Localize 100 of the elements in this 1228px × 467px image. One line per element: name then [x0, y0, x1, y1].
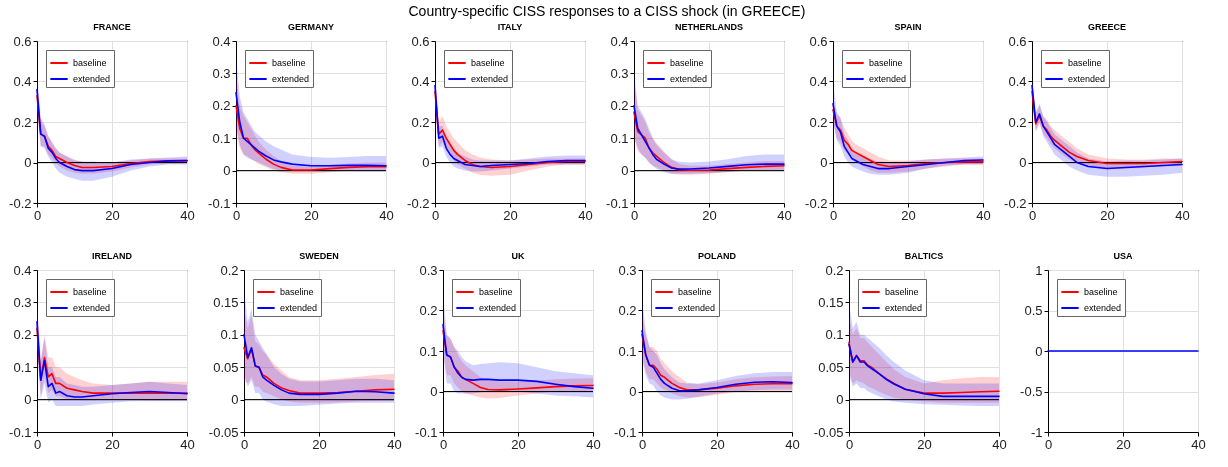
- y-tick-label: -0.2: [9, 195, 32, 211]
- y-tick-label: -0.1: [415, 424, 438, 440]
- y-tick-label: 0.3: [419, 262, 438, 278]
- x-tick-label: 40: [586, 436, 601, 452]
- y-tick-label: 0.15: [213, 294, 239, 310]
- y-tick-label: 0.2: [220, 262, 239, 278]
- x-tick-label: 40: [180, 436, 195, 452]
- y-tick-label: 0.1: [212, 130, 231, 146]
- y-tick-label: 0.2: [13, 114, 32, 130]
- y-tick-label: 0.6: [1008, 33, 1027, 49]
- legend-label: extended: [73, 74, 111, 84]
- text: Country-specific CISS responses to a CISS shock (in GREECE): [408, 2, 806, 19]
- y-tick-label: 0: [430, 384, 438, 399]
- y-tick-label: -0.05: [813, 424, 844, 440]
- y-tick-label: 0.2: [13, 327, 32, 343]
- legend-label: baseline: [479, 287, 513, 297]
- x-tick-label: 20: [312, 436, 327, 452]
- legend-label: baseline: [1068, 58, 1102, 68]
- y-tick-label: 0.2: [1008, 114, 1027, 130]
- y-tick-label: 0: [629, 384, 637, 399]
- y-tick-label: 0: [231, 392, 239, 408]
- x-tick-label: 40: [1175, 207, 1190, 223]
- y-tick-label: 0.4: [809, 74, 828, 89]
- y-tick-label: 0: [820, 155, 828, 170]
- x-tick-label: 40: [387, 436, 402, 452]
- x-tick-label: 20: [917, 436, 932, 452]
- y-tick-label: -0.2: [805, 195, 828, 211]
- legend-label: extended: [479, 303, 517, 313]
- legend-label: extended: [280, 303, 318, 313]
- x-tick-label: 20: [503, 207, 518, 223]
- legend-label: baseline: [1084, 287, 1118, 297]
- x-tick-label: 20: [702, 207, 717, 223]
- legend-label: extended: [272, 74, 310, 84]
- x-tick-label: 40: [1191, 436, 1206, 452]
- x-tick-label: 20: [105, 436, 120, 452]
- y-tick-label: 0.2: [618, 303, 637, 318]
- x-tick-label: 20: [1116, 436, 1131, 452]
- y-tick-label: 0.6: [411, 33, 430, 49]
- legend-label: baseline: [670, 58, 704, 68]
- legend-label: baseline: [678, 287, 712, 297]
- chart-title: BALTICS: [904, 251, 944, 261]
- legend-label: baseline: [272, 58, 306, 68]
- legend-label: baseline: [869, 58, 903, 68]
- y-tick-label: 0.3: [610, 65, 629, 81]
- x-tick-label: 20: [105, 207, 120, 223]
- legend-label: baseline: [280, 287, 314, 297]
- x-tick-label: 0: [240, 436, 249, 452]
- y-tick-label: -1: [1030, 424, 1043, 440]
- chart-title: GREECE: [1087, 22, 1127, 32]
- chart-title: USA: [1113, 251, 1133, 261]
- x-tick-label: 40: [992, 436, 1007, 452]
- y-tick-label: 0.2: [809, 114, 828, 130]
- y-tick-label: 0.6: [13, 33, 32, 49]
- y-tick-label: 0.4: [212, 33, 231, 49]
- y-tick-label: 0.05: [213, 359, 239, 375]
- chart-title: NETHERLANDS: [674, 22, 744, 32]
- y-tick-label: 0: [836, 392, 844, 408]
- legend-label: baseline: [471, 58, 505, 68]
- chart-title: SWEDEN: [299, 251, 339, 261]
- y-tick-label: 0.1: [13, 359, 32, 375]
- chart-title: SPAIN: [894, 22, 922, 32]
- x-tick-label: 40: [379, 207, 394, 223]
- y-tick-label: 0.4: [13, 74, 32, 89]
- legend-label: baseline: [73, 287, 107, 297]
- y-tick-label: -0.1: [9, 424, 32, 440]
- chart-title: IRELAND: [92, 251, 133, 261]
- chart-title: UK: [511, 251, 525, 261]
- x-tick-label: 40: [578, 207, 593, 223]
- chart-title: FRANCE: [93, 22, 131, 32]
- y-tick-label: 0: [422, 155, 430, 170]
- y-tick-label: -0.1: [614, 424, 637, 440]
- y-tick-label: 0.1: [825, 327, 844, 343]
- legend-label: extended: [670, 74, 708, 84]
- y-tick-label: 0.15: [818, 294, 844, 310]
- legend-label: baseline: [73, 58, 107, 68]
- x-tick-label: 40: [777, 207, 792, 223]
- y-tick-label: 0.3: [618, 262, 637, 278]
- y-tick-label: 0.2: [419, 303, 438, 318]
- x-tick-label: 20: [304, 207, 319, 223]
- y-tick-label: 0.5: [1024, 303, 1043, 318]
- y-tick-label: 0: [223, 163, 231, 179]
- legend-label: extended: [869, 74, 907, 84]
- y-tick-label: 0.4: [13, 262, 32, 278]
- y-tick-label: 0.6: [809, 33, 828, 49]
- y-tick-label: 0.1: [419, 343, 438, 359]
- y-tick-label: -0.1: [606, 195, 629, 211]
- y-tick-label: 0.1: [618, 343, 637, 359]
- x-tick-label: 0: [845, 436, 854, 452]
- legend-label: extended: [885, 303, 923, 313]
- legend-label: extended: [678, 303, 716, 313]
- y-tick-label: 0: [1019, 155, 1027, 170]
- y-tick-label: 0: [24, 392, 32, 408]
- chart-title: POLAND: [698, 251, 737, 261]
- y-tick-label: 0.2: [411, 114, 430, 130]
- y-tick-label: 0.05: [818, 359, 844, 375]
- y-tick-label: 1: [1035, 262, 1043, 278]
- y-tick-label: -0.2: [1004, 195, 1027, 211]
- x-tick-label: 0: [638, 436, 647, 452]
- x-tick-label: 40: [180, 207, 195, 223]
- y-tick-label: 0.4: [1008, 74, 1027, 89]
